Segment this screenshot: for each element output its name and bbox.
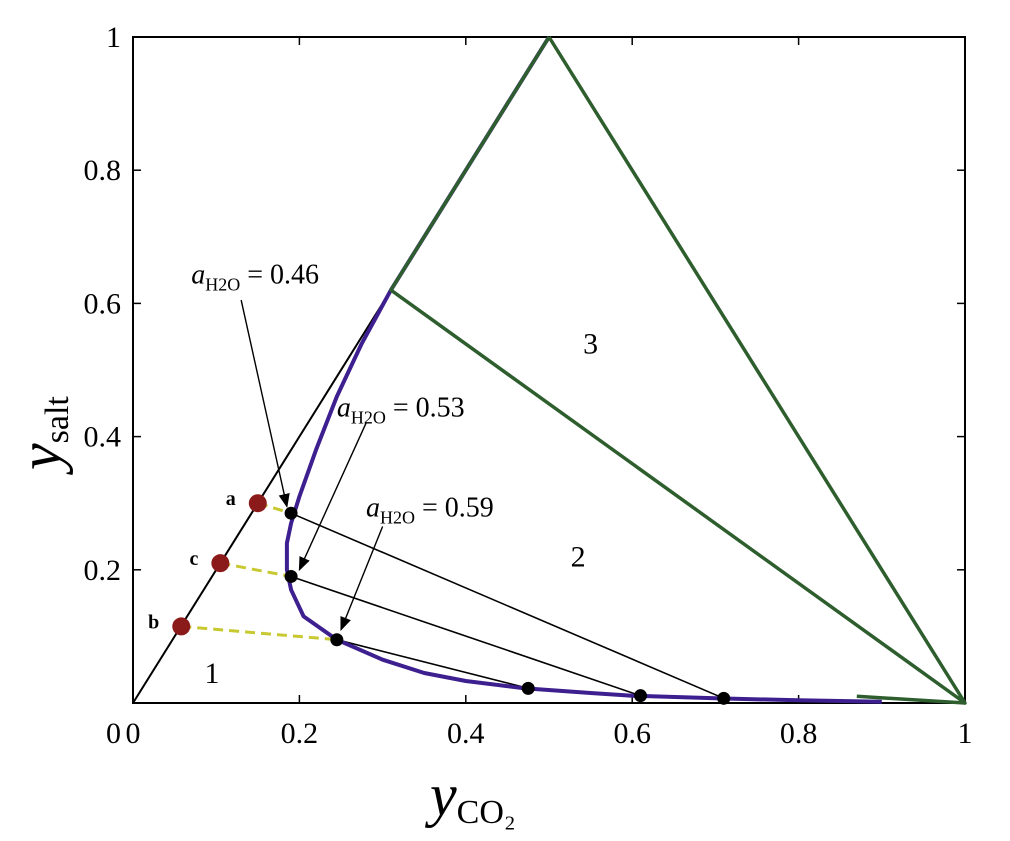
x-tick-label: 0.2 [281,717,319,750]
region-label: 1 [205,657,220,690]
annotation-arrow [340,526,384,632]
y-tick-label: 0.4 [84,421,122,454]
y-tick-label: 0.2 [84,554,122,587]
axis-ticks: 0 0.2 0.4 0.6 0.8 1 0.2 0.4 0.6 0.8 1 0 [84,21,973,750]
tie-line-extension [181,624,337,642]
three-phase-triangle [389,36,967,705]
y-tick-label: 0.6 [84,287,122,320]
x-tick-label: 0.8 [780,717,818,750]
tie-line [336,638,529,690]
tie-line-point [284,506,298,520]
chart-lines [132,35,967,705]
feed-point [248,494,267,513]
x-tick-label: 0 [126,717,141,750]
tie-line-point [521,681,535,695]
plot-frame [132,36,966,704]
tie-line-point [717,691,731,705]
feed-point [172,617,191,636]
tie-line-point [284,569,298,583]
annotation-value: = 0.59 [415,493,494,524]
x-axis-title-main: y [424,762,457,828]
x-axis-title-sub: CO₂ [457,794,516,831]
y-tick-label: 1 [106,21,121,54]
annotation-subscript: H2O [205,274,240,294]
tie-line-extension [220,561,292,578]
annotation-symbol: a [366,493,380,524]
y-axis-title-sub: salt [39,396,76,444]
triangle-base-segment [856,694,966,705]
y-axis-title: ysalt [7,396,76,476]
x-axis-title: yCO₂ [424,762,516,831]
tie-line-point [330,633,344,647]
feed-point [211,554,230,573]
annotation-arrow [298,422,367,572]
tie-line [290,512,725,700]
feed-point-label: a [226,488,236,510]
annotation-value: = 0.53 [386,393,465,424]
tie-line [290,575,641,697]
feed-point-label: c [189,548,198,570]
x-tick-label: 0.6 [613,717,651,750]
water-activity-annotation: aH2O = 0.59 [366,493,494,528]
tie-line-point [634,689,648,703]
feed-point-label: b [148,611,159,633]
region-label: 3 [583,327,598,360]
annotation-symbol: a [191,259,205,290]
water-activity-annotation: aH2O = 0.53 [337,393,465,428]
region-label: 2 [571,540,586,573]
x-tick-label: 0.4 [447,717,485,750]
annotation-subscript: H2O [380,508,415,528]
chart-points [172,494,731,705]
annotation-arrow [240,299,290,508]
annotation-symbol: a [337,393,351,424]
y-tick-label: 0.8 [84,154,122,187]
annotation-value: = 0.46 [240,259,319,290]
water-activity-annotation: aH2O = 0.46 [191,259,319,294]
binodal-curve [284,35,882,704]
x-tick-label: 1 [958,717,973,750]
y-axis-title-main: y [7,443,73,476]
y-tick-label: 0 [106,717,121,750]
annotation-subscript: H2O [351,408,386,428]
